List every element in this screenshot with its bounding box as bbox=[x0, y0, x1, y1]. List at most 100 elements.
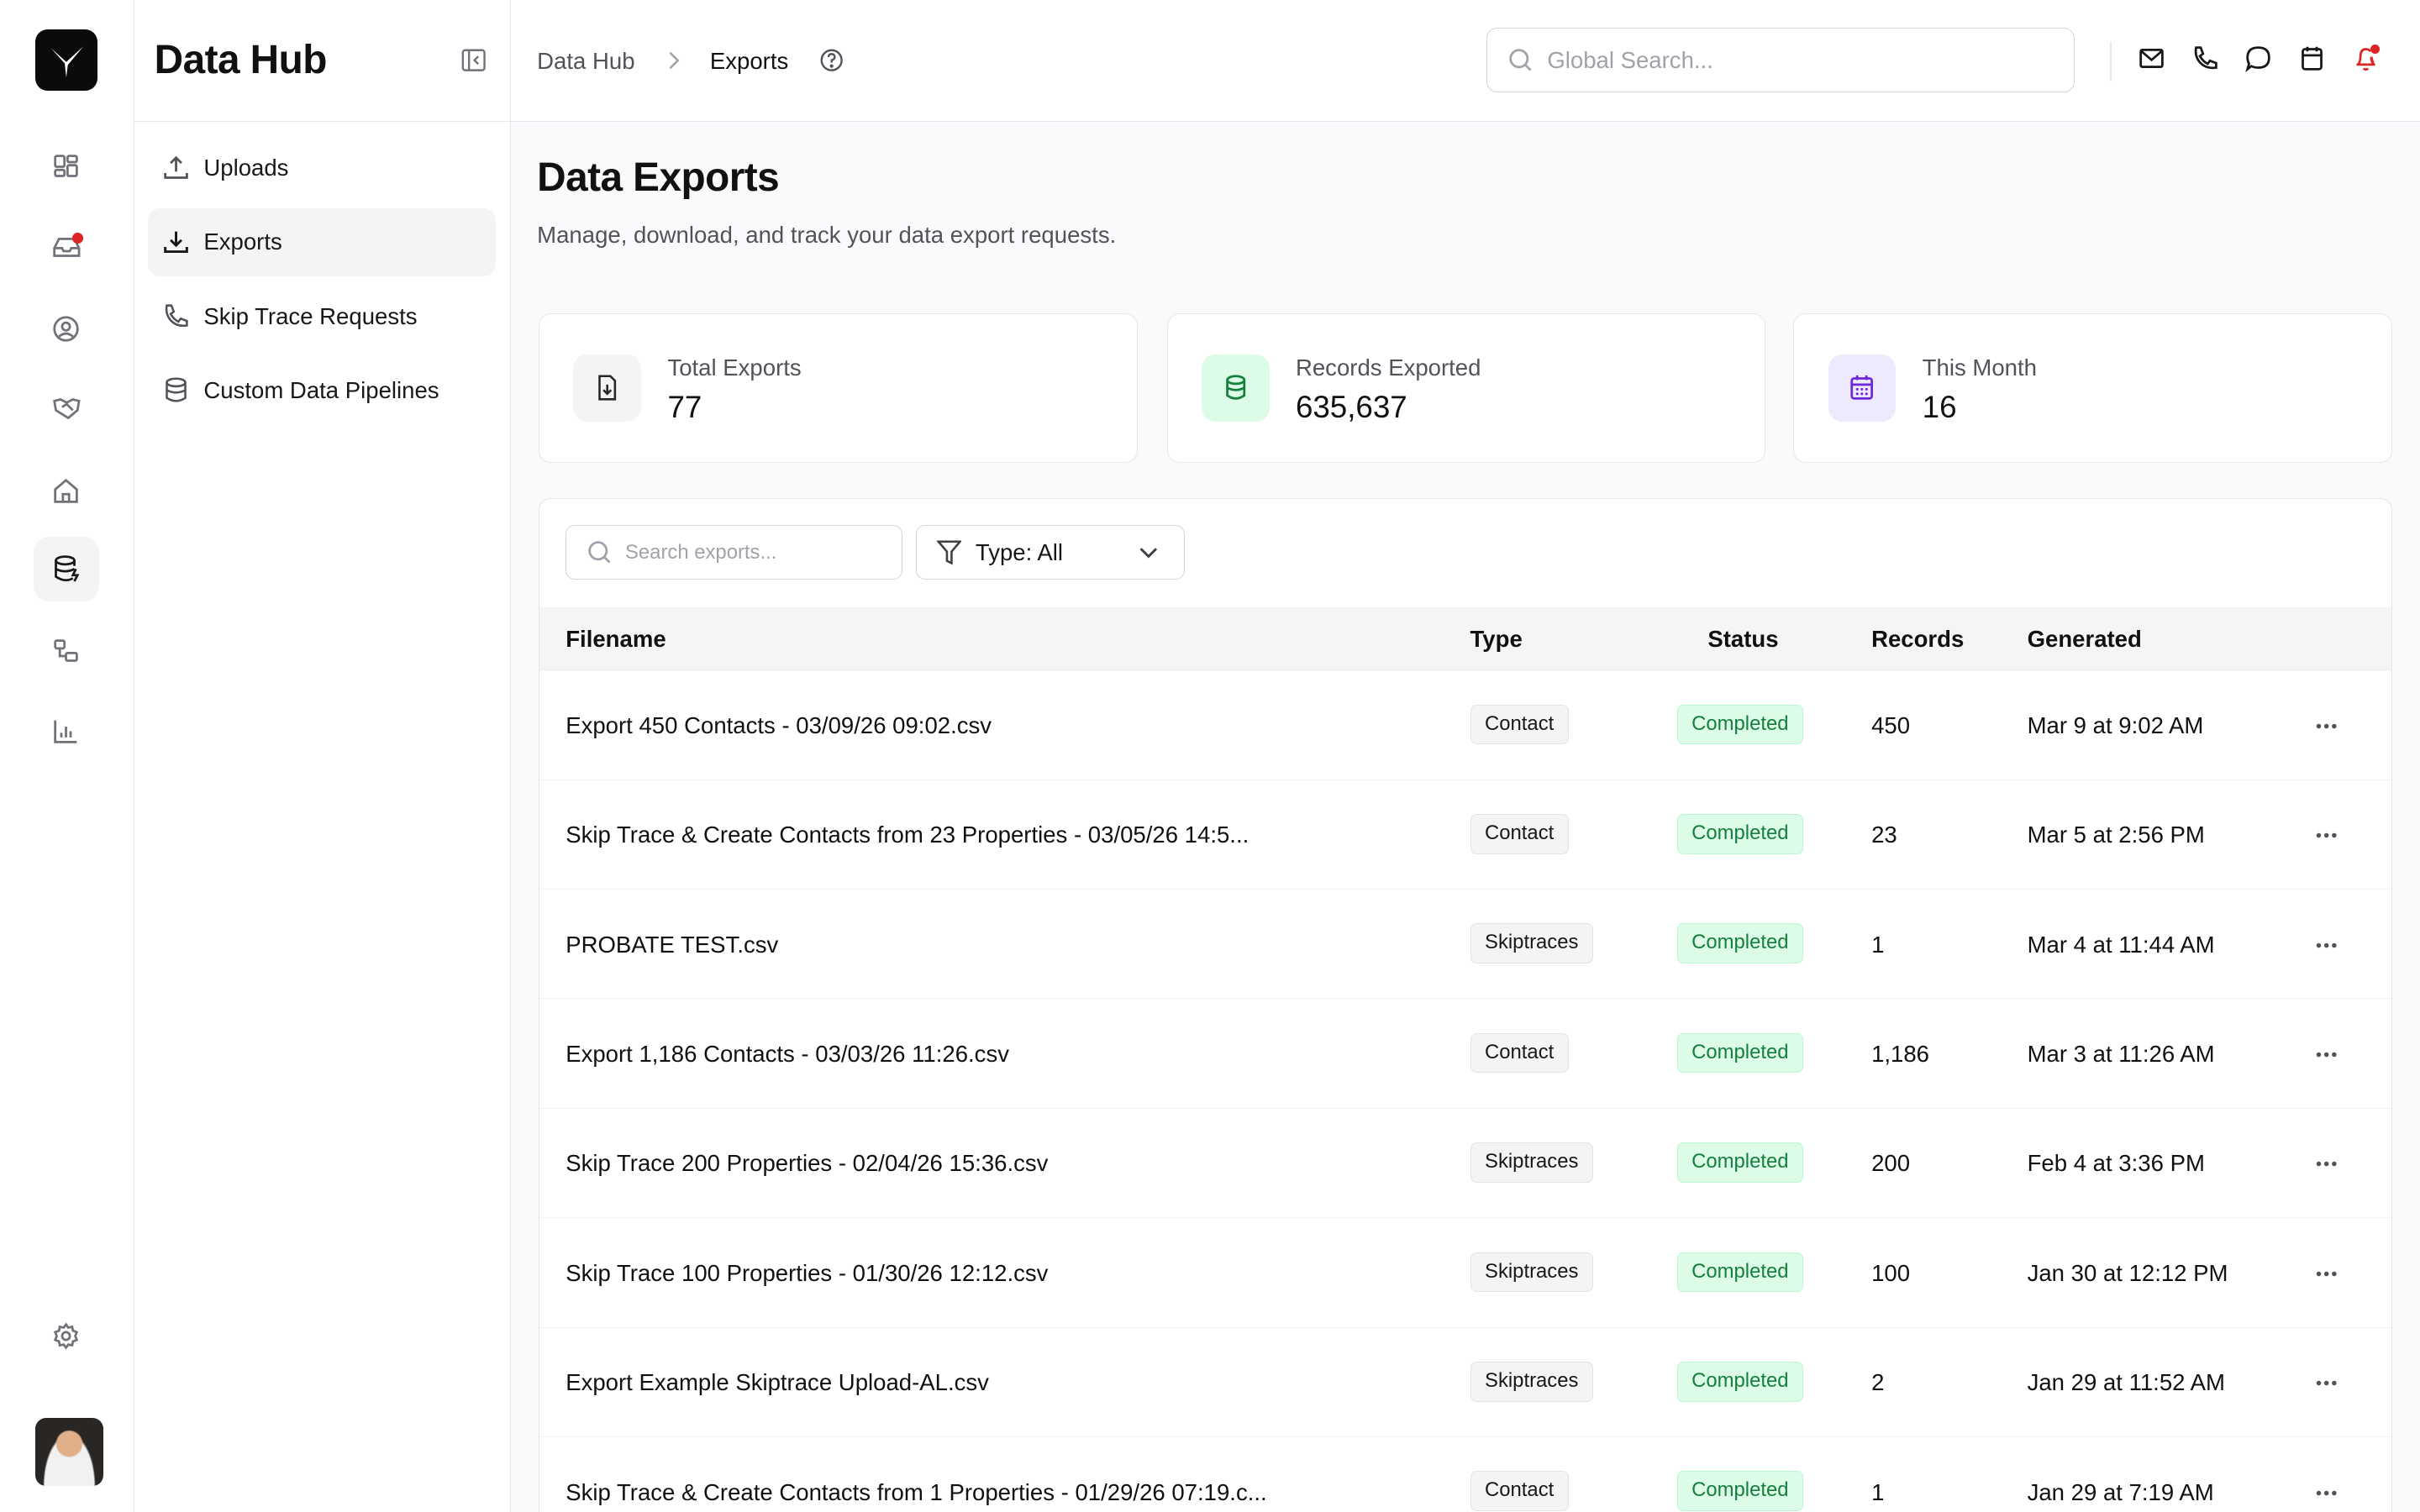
type-badge: Contact bbox=[1470, 813, 1569, 854]
global-search-placeholder: Global Search... bbox=[1547, 46, 1713, 73]
type-badge: Skiptraces bbox=[1470, 1142, 1593, 1183]
cell-filename[interactable]: Export 1,186 Contacts - 03/03/26 11:26.c… bbox=[566, 1040, 1010, 1067]
cell-filename[interactable]: PROBATE TEST.csv bbox=[566, 931, 779, 958]
breadcrumb-root[interactable]: Data Hub bbox=[537, 47, 635, 74]
type-badge: Skiptraces bbox=[1470, 1252, 1593, 1293]
sidebar-collapse-icon[interactable] bbox=[461, 48, 486, 72]
user-circle-icon bbox=[53, 316, 80, 342]
home-icon bbox=[54, 478, 79, 503]
bar-chart-icon bbox=[54, 720, 77, 743]
column-header-status[interactable]: Status bbox=[1707, 625, 1779, 652]
rail-dashboard[interactable] bbox=[34, 134, 98, 199]
type-badge: Contact bbox=[1470, 1471, 1569, 1512]
cell-filename[interactable]: Export Example Skiptrace Upload-AL.csv bbox=[566, 1369, 989, 1396]
status-badge: Completed bbox=[1676, 923, 1804, 964]
stat-value: 77 bbox=[667, 389, 702, 424]
column-header-type[interactable]: Type bbox=[1470, 625, 1523, 652]
help-icon[interactable] bbox=[819, 48, 844, 72]
cell-filename[interactable]: Skip Trace & Create Contacts from 23 Pro… bbox=[566, 822, 1249, 848]
avatar[interactable] bbox=[35, 1417, 104, 1486]
table-row[interactable]: Skip Trace 200 Properties - 02/04/26 15:… bbox=[539, 1109, 2391, 1219]
cell-filename[interactable]: Skip Trace 200 Properties - 02/04/26 15:… bbox=[566, 1150, 1049, 1177]
cell-generated: Jan 29 at 7:19 AM bbox=[2027, 1478, 2214, 1505]
more-actions-icon[interactable] bbox=[2314, 1269, 2338, 1278]
rail-deals[interactable] bbox=[34, 376, 98, 441]
sidebar-item-label: Skip Trace Requests bbox=[203, 302, 418, 329]
column-header-records[interactable]: Records bbox=[1871, 625, 1965, 652]
cell-records: 1 bbox=[1871, 1478, 1885, 1505]
search-icon bbox=[588, 541, 611, 564]
search-icon bbox=[1508, 49, 1532, 71]
file-download-icon bbox=[598, 375, 617, 402]
workflow-icon bbox=[54, 638, 79, 662]
more-actions-icon[interactable] bbox=[2314, 1050, 2338, 1059]
download-icon bbox=[164, 231, 188, 253]
table-row[interactable]: Export Example Skiptrace Upload-AL.csv Sk… bbox=[539, 1328, 2391, 1437]
stat-value: 635,637 bbox=[1295, 389, 1407, 424]
phone-icon[interactable] bbox=[2191, 45, 2219, 72]
cell-records: 1 bbox=[1871, 931, 1885, 958]
rail-properties[interactable] bbox=[34, 458, 98, 522]
breadcrumb-current: Exports bbox=[709, 47, 789, 74]
stat-value: 16 bbox=[1922, 389, 1957, 424]
chat-icon[interactable] bbox=[2244, 45, 2272, 73]
type-badge: Contact bbox=[1470, 1032, 1569, 1074]
global-search-input[interactable]: Global Search... bbox=[1486, 28, 2075, 93]
settings-button[interactable] bbox=[34, 1304, 98, 1368]
table-row[interactable]: Export 450 Contacts - 03/09/26 09:02.csv… bbox=[539, 670, 2391, 780]
type-filter-dropdown[interactable]: Type: All bbox=[916, 525, 1185, 580]
search-exports-input[interactable]: Search exports... bbox=[566, 525, 902, 580]
more-actions-icon[interactable] bbox=[2314, 831, 2338, 840]
sidebar-item-label: Uploads bbox=[203, 155, 289, 181]
more-actions-icon[interactable] bbox=[2314, 1159, 2338, 1168]
more-actions-icon[interactable] bbox=[2314, 1488, 2338, 1498]
status-badge: Completed bbox=[1676, 1361, 1804, 1402]
database-icon bbox=[1225, 375, 1245, 401]
rail-workflows[interactable] bbox=[34, 619, 98, 684]
cell-generated: Mar 9 at 9:02 AM bbox=[2027, 711, 2204, 738]
calendar-icon[interactable] bbox=[2298, 45, 2326, 72]
rail-reports[interactable] bbox=[34, 699, 98, 764]
table-row[interactable]: PROBATE TEST.csv Skiptraces Completed 1 Mar … bbox=[539, 890, 2391, 1000]
inbox-icon bbox=[52, 238, 81, 258]
status-badge: Completed bbox=[1676, 1142, 1804, 1183]
search-exports-placeholder: Search exports... bbox=[625, 540, 777, 564]
stat-card-total-exports: Total Exports 77 bbox=[539, 312, 1138, 463]
cell-generated: Jan 29 at 11:52 AM bbox=[2027, 1369, 2225, 1396]
bell-icon[interactable] bbox=[2352, 45, 2383, 72]
table-row[interactable]: Skip Trace & Create Contacts from 1 Prop… bbox=[539, 1437, 2391, 1512]
page-title: Data Exports bbox=[537, 155, 780, 200]
icon-rail bbox=[0, 0, 134, 1512]
cell-filename[interactable]: Export 450 Contacts - 03/09/26 09:02.csv bbox=[566, 711, 992, 738]
sidebar-item-exports[interactable]: Exports bbox=[148, 207, 496, 276]
column-header-filename[interactable]: Filename bbox=[566, 625, 666, 652]
table-row[interactable]: Skip Trace 100 Properties - 01/30/26 12:… bbox=[539, 1218, 2391, 1328]
top-bar: Data Hub Exports Global Search... bbox=[510, 0, 2420, 123]
exports-table-card: Search exports... Type: All Filename Typ… bbox=[539, 498, 2392, 1512]
sidebar-item-label: Custom Data Pipelines bbox=[203, 376, 439, 403]
gear-icon bbox=[54, 1322, 79, 1350]
cell-records: 450 bbox=[1871, 711, 1911, 738]
rail-contacts[interactable] bbox=[34, 297, 98, 361]
chevron-right-icon bbox=[669, 51, 680, 69]
rail-data-hub[interactable] bbox=[34, 537, 99, 602]
more-actions-icon[interactable] bbox=[2314, 1378, 2338, 1388]
stat-label: Records Exported bbox=[1295, 354, 1481, 381]
mail-icon[interactable] bbox=[2138, 45, 2165, 72]
calendar-icon bbox=[1850, 375, 1874, 401]
table-row[interactable]: Export 1,186 Contacts - 03/03/26 11:26.c… bbox=[539, 999, 2391, 1109]
more-actions-icon[interactable] bbox=[2314, 941, 2338, 950]
sidebar-item-custom-data-pipelines[interactable]: Custom Data Pipelines bbox=[148, 356, 495, 424]
cell-filename[interactable]: Skip Trace & Create Contacts from 1 Prop… bbox=[566, 1478, 1267, 1505]
stat-label: Total Exports bbox=[667, 354, 802, 381]
sidebar: Data Hub Uploads Exports Skip Trace Requ… bbox=[134, 0, 511, 1512]
cell-filename[interactable]: Skip Trace 100 Properties - 01/30/26 12:… bbox=[566, 1259, 1049, 1286]
rail-inbox[interactable] bbox=[34, 214, 98, 279]
table-row[interactable]: Skip Trace & Create Contacts from 23 Pro… bbox=[539, 780, 2391, 890]
sidebar-item-uploads[interactable]: Uploads bbox=[148, 134, 495, 202]
more-actions-icon[interactable] bbox=[2314, 722, 2338, 731]
app-logo[interactable] bbox=[35, 29, 97, 92]
table-header: Filename Type Status Records Generated bbox=[539, 606, 2391, 671]
column-header-generated[interactable]: Generated bbox=[2027, 625, 2142, 652]
sidebar-item-skip-trace-requests[interactable]: Skip Trace Requests bbox=[148, 282, 495, 350]
